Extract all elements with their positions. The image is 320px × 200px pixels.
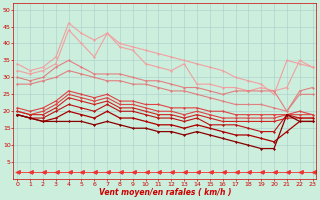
X-axis label: Vent moyen/en rafales ( km/h ): Vent moyen/en rafales ( km/h ) <box>99 188 231 197</box>
